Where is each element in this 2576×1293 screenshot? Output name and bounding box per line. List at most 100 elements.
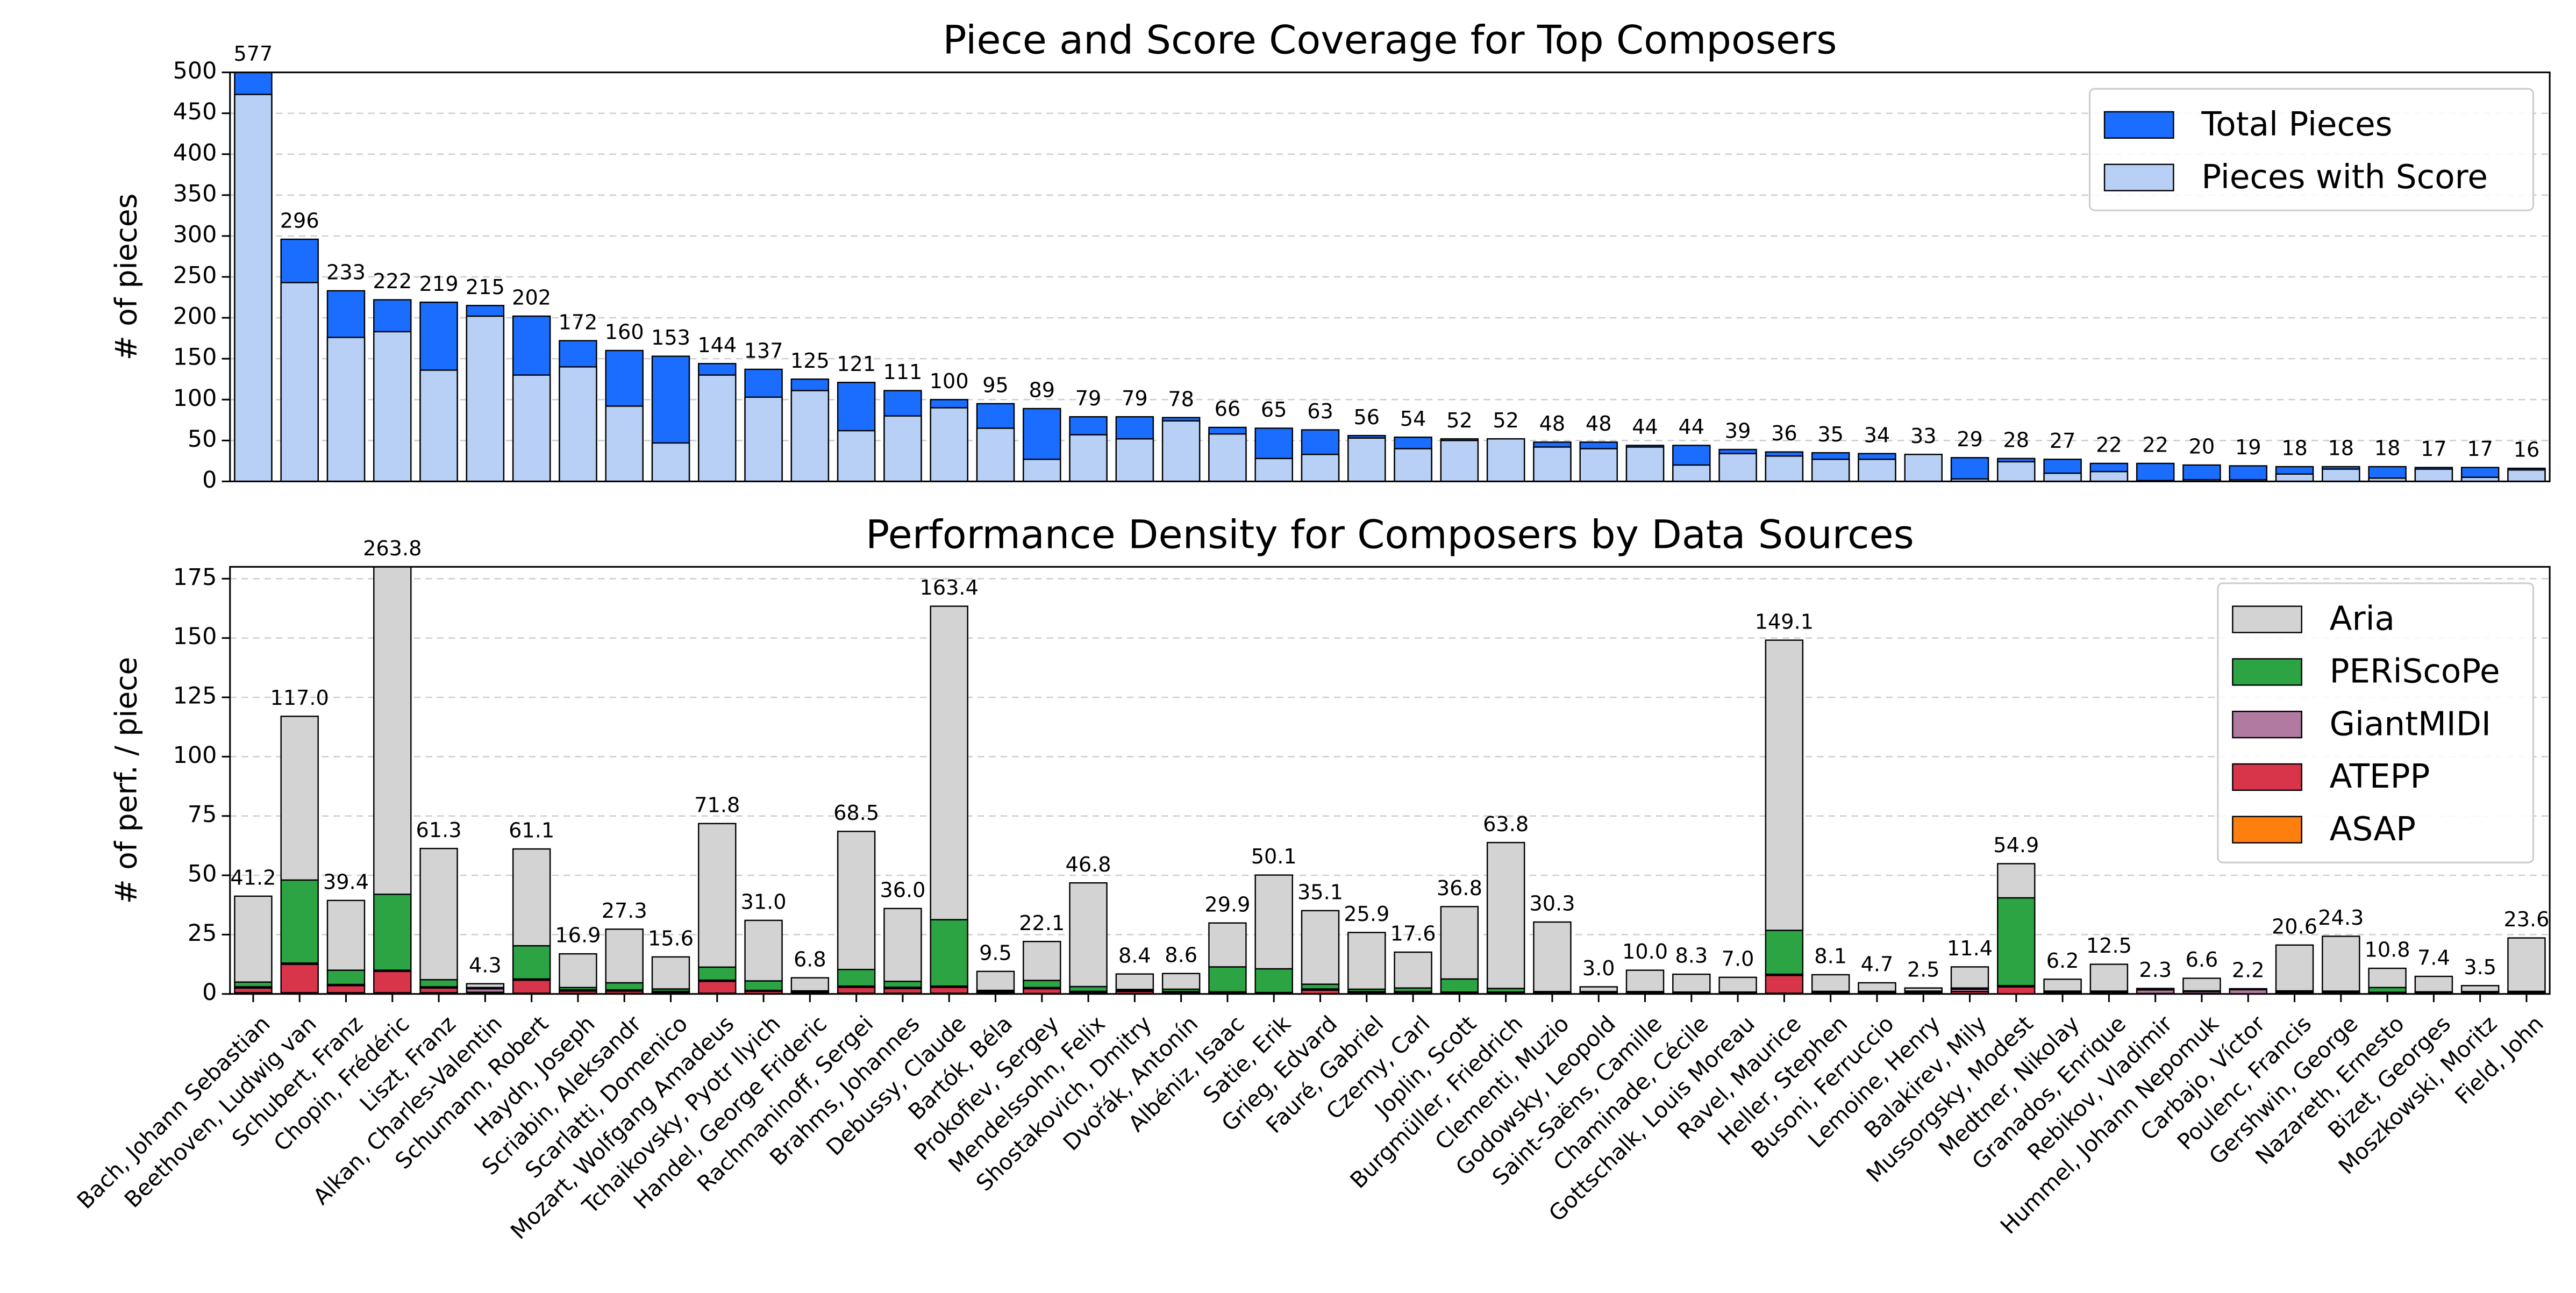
bar [2043,472,2082,482]
bar-segment [234,987,273,994]
value-label: 111 [883,361,922,384]
legend-box [2217,582,2535,863]
bar-segment [1579,986,1618,992]
bar [2089,470,2129,482]
value-label: 125 [790,349,830,373]
bar-segment [1858,982,1896,992]
legend-box [2089,88,2535,211]
bar-segment [234,895,273,983]
bar [1301,453,1340,482]
bar-segment [1023,988,1061,994]
legend-label: GiantMIDI [2330,705,2491,743]
y-tick-label: 300 [173,221,217,248]
bar-segment [1069,985,1108,992]
value-label: 79 [1075,387,1102,411]
value-label: 8.4 [1118,944,1151,968]
value-label: 153 [651,326,690,350]
y-tick-label: 500 [173,58,217,84]
bar-segment [1301,910,1340,985]
bar-segment [1023,980,1061,989]
value-label: 48 [1539,412,1566,436]
bar-segment [559,953,597,989]
value-label: 8.6 [1165,944,1197,967]
bar [2507,469,2546,482]
bar [605,405,644,482]
value-label: 202 [512,287,551,310]
value-label: 44 [1679,416,1705,439]
legend-swatch [2232,605,2302,633]
value-label: 2.5 [1907,958,1940,982]
value-label: 172 [558,311,597,334]
value-label: 117.0 [270,687,329,710]
bar-segment [744,919,783,982]
value-label: 27.3 [602,899,647,923]
bar-segment [1950,966,1989,989]
bar-segment [883,988,922,994]
y-tick-label: 125 [173,683,217,710]
bar-segment [2368,967,2407,989]
bar [1950,457,1989,482]
bar [1718,453,1757,482]
bar-segment [883,981,922,988]
y-axis-label: # of perf. / piece [109,657,143,904]
legend-swatch [2232,710,2302,739]
value-label: 89 [1029,379,1055,403]
bar [1069,434,1108,482]
chart-title: Performance Density for Composers by Dat… [866,512,1914,558]
bar-segment [1208,966,1247,992]
bar [651,442,690,482]
bar [1486,438,1525,482]
value-label: 8.1 [1814,945,1847,969]
y-tick-label: 400 [173,139,217,166]
bar-segment [2275,944,2314,992]
bar [976,427,1015,482]
bar-segment [512,945,551,980]
legend-label: Total Pieces [2201,105,2392,144]
value-label: 25.9 [1344,903,1389,926]
y-tick-label: 150 [173,344,217,371]
value-label: 7.4 [2417,947,2450,970]
bar [373,331,412,482]
value-label: 6.6 [2186,948,2218,972]
bar-segment [1718,976,1757,993]
bar-segment [1161,973,1201,990]
bar-segment [605,982,644,991]
value-label: 163.4 [920,576,979,600]
value-label: 56 [1353,406,1380,430]
bar-segment [2414,975,2453,992]
value-label: 36 [1771,422,1797,446]
value-label: 65 [1261,398,1287,422]
y-tick-label: 50 [188,426,217,453]
bar-segment [280,963,319,994]
value-label: 34 [1864,424,1890,447]
bar [698,374,737,482]
value-label: 20.6 [2272,915,2317,939]
value-label: 23.6 [2503,908,2549,932]
bar [930,407,968,482]
value-label: 48 [1586,412,1612,436]
bar-segment [419,987,458,994]
value-label: 149.1 [1755,610,1814,634]
bar [1579,448,1618,482]
bar-segment [2089,963,2129,992]
value-label: 29 [1957,428,1983,452]
bar [1672,464,1711,482]
bar [1254,458,1293,482]
bar [1625,446,1665,482]
bar-segment [466,983,505,989]
value-label: 50.1 [1251,845,1297,869]
value-label: 68.5 [833,802,879,825]
bar [744,396,783,482]
y-tick-label: 200 [173,303,217,330]
bar [1904,453,1943,482]
value-label: 33 [1910,425,1937,448]
bar-segment [1811,974,1850,992]
bar [2322,468,2360,482]
bar-segment [883,908,922,982]
bar-segment [1440,906,1479,980]
value-label: 30.3 [1529,892,1575,916]
bar-segment [1440,978,1479,993]
value-label: 46.8 [1066,853,1111,877]
value-label: 263.8 [363,537,422,561]
